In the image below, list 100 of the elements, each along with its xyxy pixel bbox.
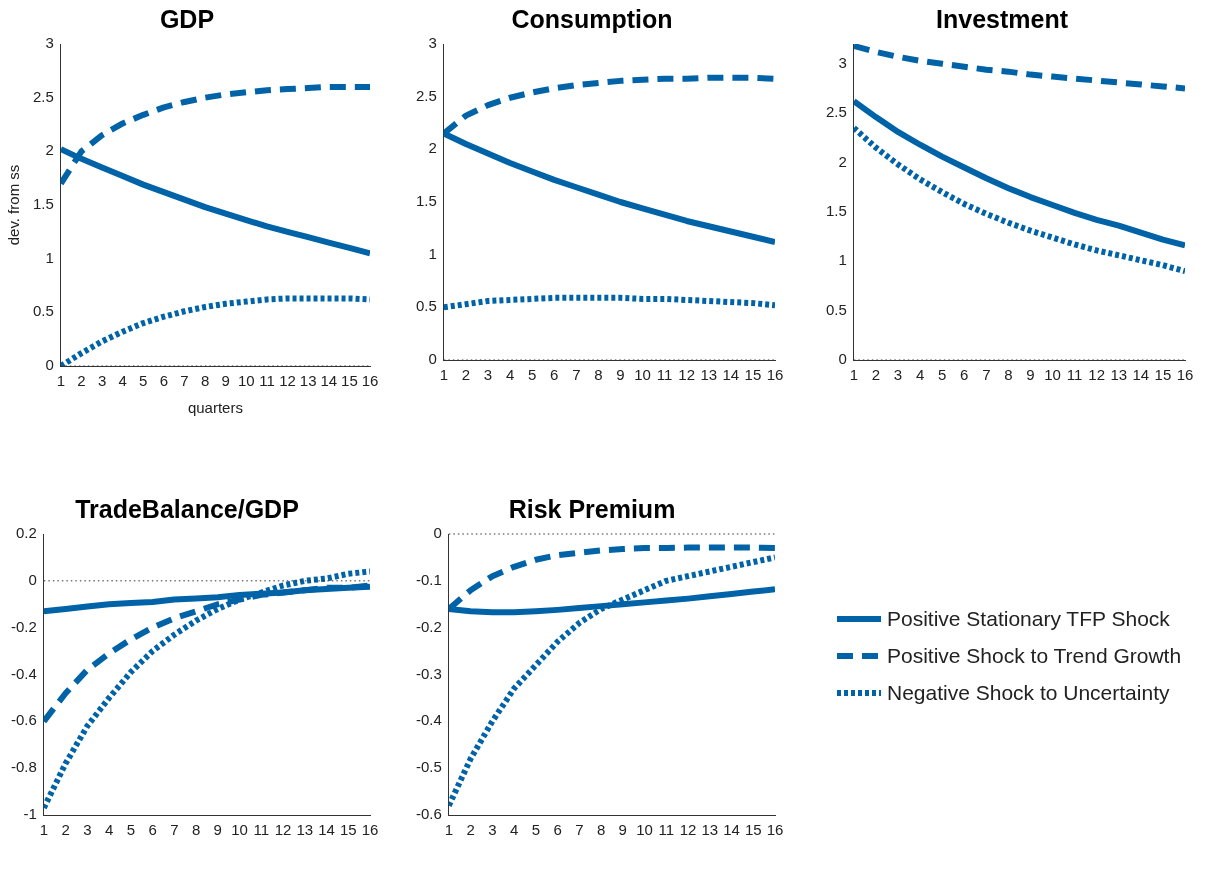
x-tick-label: 12: [274, 821, 292, 839]
y-tick-label: -0.1: [415, 570, 442, 588]
x-tick-label: 10: [636, 821, 653, 839]
y-tick-label: 3: [428, 34, 437, 52]
y-tick-label: 0: [838, 350, 847, 368]
y-tick-label: 1: [45, 248, 54, 266]
x-tick-label: 11: [656, 366, 673, 384]
x-tick-label: 3: [97, 372, 107, 390]
y-tick-label: -0.4: [415, 711, 442, 729]
x-tick-label: 7: [572, 366, 581, 384]
y-tick-label: 0.5: [32, 302, 54, 320]
y-tick-label: 2: [838, 152, 847, 170]
x-tick-label: 11: [1066, 366, 1083, 384]
y-tick-label: -0.6: [415, 805, 442, 823]
y-tick-label: -0.2: [415, 617, 442, 635]
x-tick-label: 15: [339, 821, 357, 839]
x-tick-label: 6: [960, 366, 969, 384]
y-tick-label: 0.5: [415, 297, 437, 315]
chart-title: Risk Premium: [508, 494, 676, 523]
y-tick-label: 2.5: [415, 86, 437, 104]
x-tick-label: 12: [679, 821, 697, 839]
x-tick-label: 16: [361, 821, 379, 839]
x-tick-label: 8: [594, 366, 603, 384]
x-tick-label: 3: [483, 366, 493, 384]
legend-label: Positive Shock to Trend Growth: [887, 643, 1182, 668]
x-tick-label: 13: [700, 366, 718, 384]
x-tick-label: 12: [1088, 366, 1106, 384]
legend-label: Negative Shock to Uncertainty: [887, 680, 1170, 705]
x-tick-label: 11: [253, 821, 270, 839]
x-tick-label: 13: [701, 821, 719, 839]
x-tick-label: 3: [83, 821, 92, 839]
x-tick-label: 8: [1004, 366, 1013, 384]
x-tick-label: 5: [527, 366, 537, 384]
x-tick-label: 10: [634, 366, 651, 384]
x-tick-label: 2: [466, 821, 475, 839]
x-tick-label: 8: [191, 821, 201, 839]
x-tick-label: 10: [238, 372, 255, 390]
x-tick-label: 5: [531, 821, 540, 839]
y-tick-label: 0.5: [825, 300, 847, 318]
y-tick-label: 0: [45, 356, 54, 374]
x-tick-label: 4: [118, 372, 127, 390]
y-tick-label: -0.8: [10, 758, 37, 776]
x-tick-label: 9: [221, 372, 230, 390]
x-tick-label: 16: [766, 366, 784, 384]
x-tick-label: 8: [596, 821, 606, 839]
x-tick-label: 5: [139, 372, 148, 390]
x-tick-label: 1: [444, 821, 454, 839]
x-tick-label: 9: [213, 821, 222, 839]
y-tick-label: -0.4: [10, 664, 37, 682]
chart-title: TradeBalance/GDP: [75, 494, 299, 523]
x-tick-label: 3: [488, 821, 497, 839]
x-tick-label: 12: [279, 372, 296, 390]
x-tick-label: 10: [1044, 366, 1061, 384]
x-tick-label: 13: [299, 372, 317, 390]
x-tick-label: 7: [982, 366, 991, 384]
y-tick-label: 2.5: [32, 87, 54, 105]
x-tick-label: 14: [723, 821, 740, 839]
x-tick-label: 7: [180, 372, 189, 390]
x-tick-label: 15: [744, 821, 762, 839]
x-tick-label: 15: [744, 366, 762, 384]
y-tick-label: 3: [45, 34, 54, 52]
x-tick-label: 14: [320, 372, 338, 390]
x-tick-label: 9: [1026, 366, 1035, 384]
y-tick-label: -0.3: [415, 664, 442, 682]
legend-label: Positive Stationary TFP Shock: [887, 606, 1170, 631]
y-tick-label: 0.2: [15, 524, 37, 542]
y-axis-title: dev. from ss: [5, 164, 23, 246]
x-tick-label: 2: [77, 372, 86, 390]
chart-title: Investment: [936, 4, 1069, 33]
y-tick-label: -0.6: [10, 711, 37, 729]
x-tick-label: 9: [616, 366, 625, 384]
x-tick-label: 5: [126, 821, 135, 839]
x-tick-label: 14: [1132, 366, 1150, 384]
y-tick-label: 1: [428, 244, 437, 262]
x-tick-label: 1: [849, 366, 859, 384]
x-tick-label: 5: [937, 366, 947, 384]
x-tick-label: 14: [318, 821, 335, 839]
y-tick-label: 3: [838, 53, 847, 71]
x-tick-label: 7: [575, 821, 584, 839]
y-tick-label: 1: [838, 251, 847, 269]
y-tick-label: 0: [28, 570, 37, 588]
x-tick-label: 15: [1154, 366, 1172, 384]
x-tick-label: 13: [1110, 366, 1128, 384]
y-tick-label: -1: [23, 805, 37, 823]
y-tick-label: 0: [428, 350, 437, 368]
x-tick-label: 13: [296, 821, 314, 839]
x-tick-label: 6: [159, 372, 169, 390]
x-tick-label: 11: [259, 372, 275, 390]
y-tick-label: 0: [433, 524, 442, 542]
x-tick-label: 12: [678, 366, 696, 384]
x-tick-label: 2: [871, 366, 881, 384]
x-tick-label: 14: [722, 366, 740, 384]
y-tick-label: -0.5: [415, 758, 442, 776]
y-tick-label: 1.5: [825, 202, 847, 220]
x-tick-label: 6: [148, 821, 157, 839]
x-tick-label: 16: [1176, 366, 1194, 384]
x-tick-label: 7: [170, 821, 179, 839]
x-tick-label: 4: [915, 366, 925, 384]
y-tick-label: 2: [428, 139, 437, 157]
x-tick-label: 2: [61, 821, 70, 839]
